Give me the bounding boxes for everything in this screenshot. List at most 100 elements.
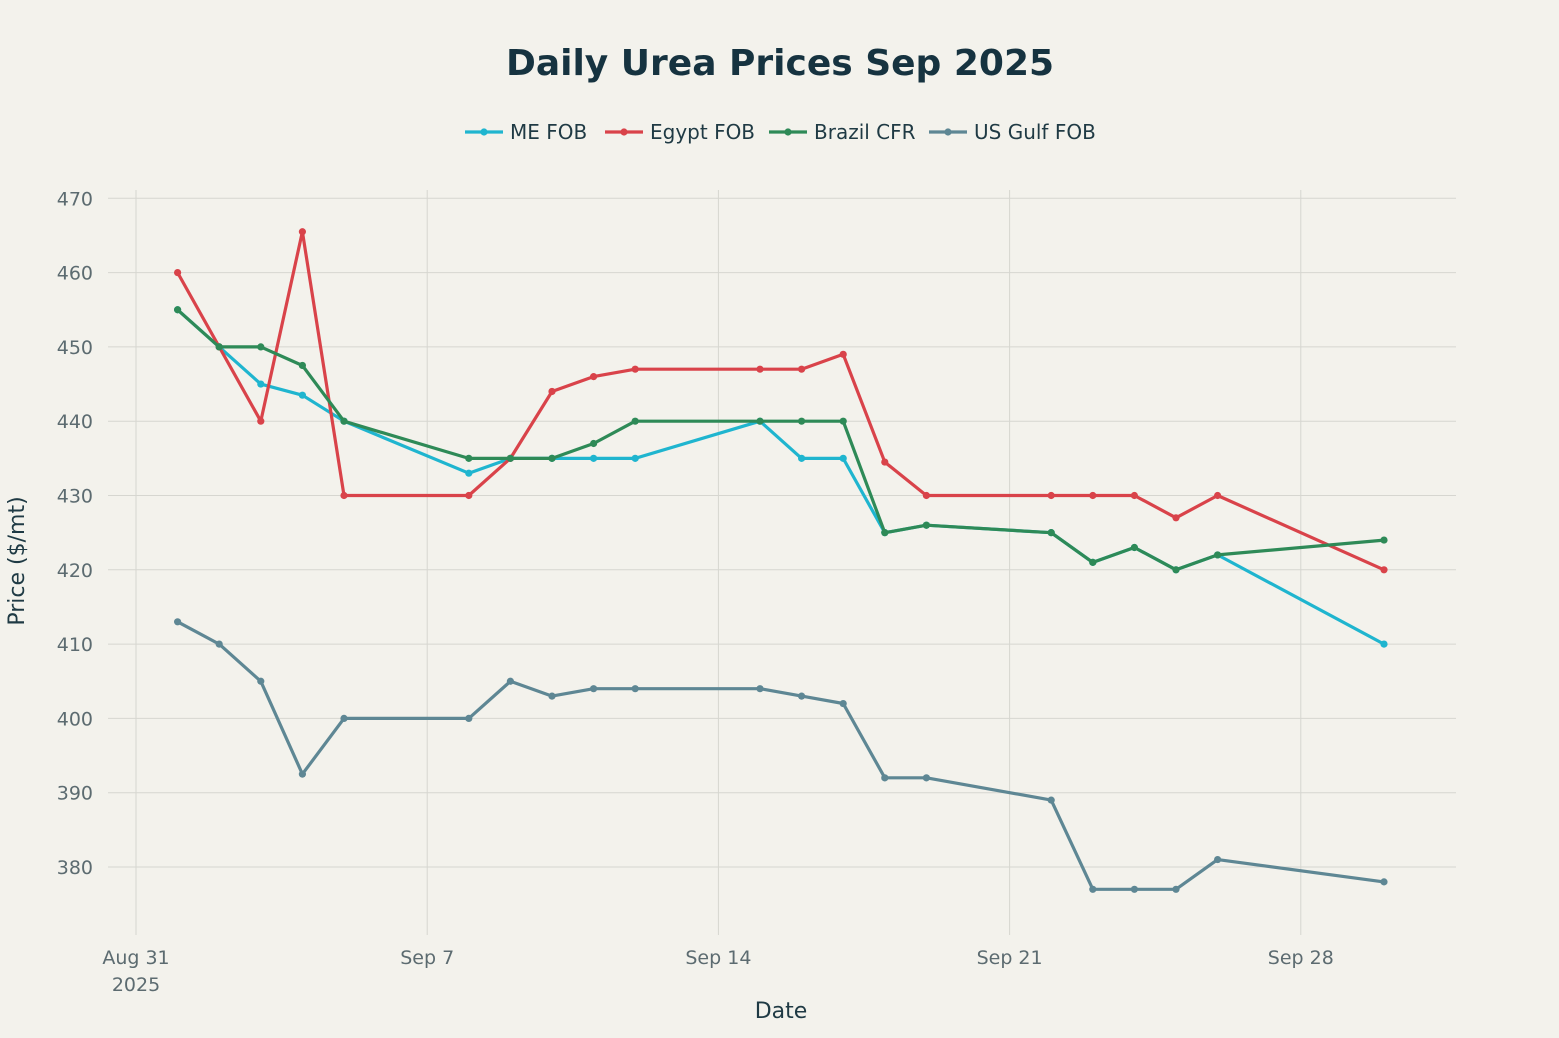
legend-label: Egypt FOB <box>650 120 755 144</box>
y-axis-ticks: 380 390 400 410 420 430 440 450 460 470 <box>57 188 93 879</box>
series-me-fob <box>174 306 1388 648</box>
data-point <box>756 365 764 373</box>
data-point <box>1047 491 1055 500</box>
data-point <box>798 454 806 462</box>
data-point <box>1089 558 1097 566</box>
x-tick-label: Aug 31 <box>102 947 169 969</box>
data-point <box>922 491 931 500</box>
data-point <box>839 454 847 462</box>
legend-label: Brazil CFR <box>814 120 916 144</box>
data-point <box>298 770 306 778</box>
data-point <box>1380 878 1388 886</box>
data-point <box>1130 491 1138 500</box>
data-point <box>756 685 764 693</box>
chart-title: Daily Urea Prices Sep 2025 <box>506 43 1054 84</box>
x-tick-label: Sep 14 <box>685 947 751 969</box>
x-tick-label: Sep 28 <box>1268 947 1334 969</box>
x-tick-label: Sep 21 <box>977 947 1043 969</box>
series-line <box>176 230 1386 572</box>
y-tick-label: 470 <box>57 188 93 210</box>
data-point <box>881 529 889 537</box>
data-point <box>839 417 847 425</box>
data-point <box>465 491 473 500</box>
x-axis-title: Date <box>755 999 808 1024</box>
data-point <box>1089 491 1097 500</box>
data-point <box>1214 855 1222 864</box>
data-point <box>257 417 265 425</box>
x-axis-ticks: Aug 31 2025 Sep 7 Sep 14 Sep 21 Sep 28 <box>102 947 1333 996</box>
data-point <box>922 774 931 782</box>
series-group <box>174 228 1388 893</box>
data-point <box>631 454 639 462</box>
data-point <box>1089 885 1097 893</box>
y-tick-label: 420 <box>57 560 93 582</box>
data-point <box>506 677 514 685</box>
data-point <box>590 439 598 448</box>
series-brazil-cfr <box>174 306 1388 574</box>
data-point <box>922 521 931 529</box>
data-point <box>631 417 639 425</box>
data-point <box>465 714 473 723</box>
data-point <box>881 458 889 466</box>
data-point <box>881 774 889 782</box>
legend-swatch-marker <box>944 128 952 136</box>
data-point <box>1214 551 1222 559</box>
data-point <box>756 417 764 425</box>
data-point <box>590 454 598 462</box>
data-point <box>340 491 348 500</box>
data-point <box>340 417 348 425</box>
data-point <box>1172 514 1180 522</box>
data-point <box>1380 640 1388 648</box>
grid <box>108 190 1456 935</box>
legend-item: Brazil CFR <box>769 120 916 144</box>
legend-item: ME FOB <box>465 120 587 144</box>
data-point <box>298 228 306 236</box>
data-point <box>839 350 847 358</box>
series-us-gulf-fob <box>174 618 1388 893</box>
data-point <box>631 365 639 373</box>
data-point <box>1172 566 1180 574</box>
data-point <box>257 343 265 351</box>
series-egypt-fob <box>174 228 1388 574</box>
data-point <box>1172 885 1180 893</box>
legend-item: US Gulf FOB <box>929 120 1096 144</box>
legend: ME FOB Egypt FOB Brazil CFR US Gulf FOB <box>465 120 1096 144</box>
data-point <box>1130 885 1138 893</box>
y-tick-label: 440 <box>57 411 93 433</box>
data-point <box>1047 529 1055 537</box>
legend-swatch-marker <box>480 128 488 136</box>
data-point <box>798 417 806 425</box>
legend-swatch-marker <box>784 128 792 136</box>
y-tick-label: 410 <box>57 634 93 656</box>
data-point <box>465 469 473 477</box>
data-point <box>631 685 639 693</box>
data-point <box>798 692 806 700</box>
data-point <box>839 699 847 708</box>
data-point <box>465 454 473 462</box>
data-point <box>798 365 806 373</box>
data-point <box>215 640 223 648</box>
legend-label: US Gulf FOB <box>974 120 1096 144</box>
data-point <box>1214 491 1222 500</box>
data-point <box>1130 543 1138 552</box>
data-point <box>548 454 556 462</box>
data-point <box>174 269 182 277</box>
series-line <box>176 620 1386 891</box>
y-tick-label: 390 <box>57 783 93 805</box>
data-point <box>257 380 265 388</box>
y-axis-title: Price ($/mt) <box>5 496 30 625</box>
data-point <box>1380 536 1388 544</box>
x-tick-label: Sep 7 <box>400 947 454 969</box>
data-point <box>1047 796 1055 804</box>
data-point <box>590 373 598 381</box>
data-point <box>174 618 182 626</box>
legend-swatch-marker <box>620 128 628 136</box>
y-tick-label: 460 <box>57 263 93 285</box>
y-tick-label: 450 <box>57 337 93 359</box>
data-point <box>1380 566 1388 574</box>
data-point <box>590 685 598 693</box>
data-point <box>548 692 556 700</box>
data-point <box>548 387 556 396</box>
